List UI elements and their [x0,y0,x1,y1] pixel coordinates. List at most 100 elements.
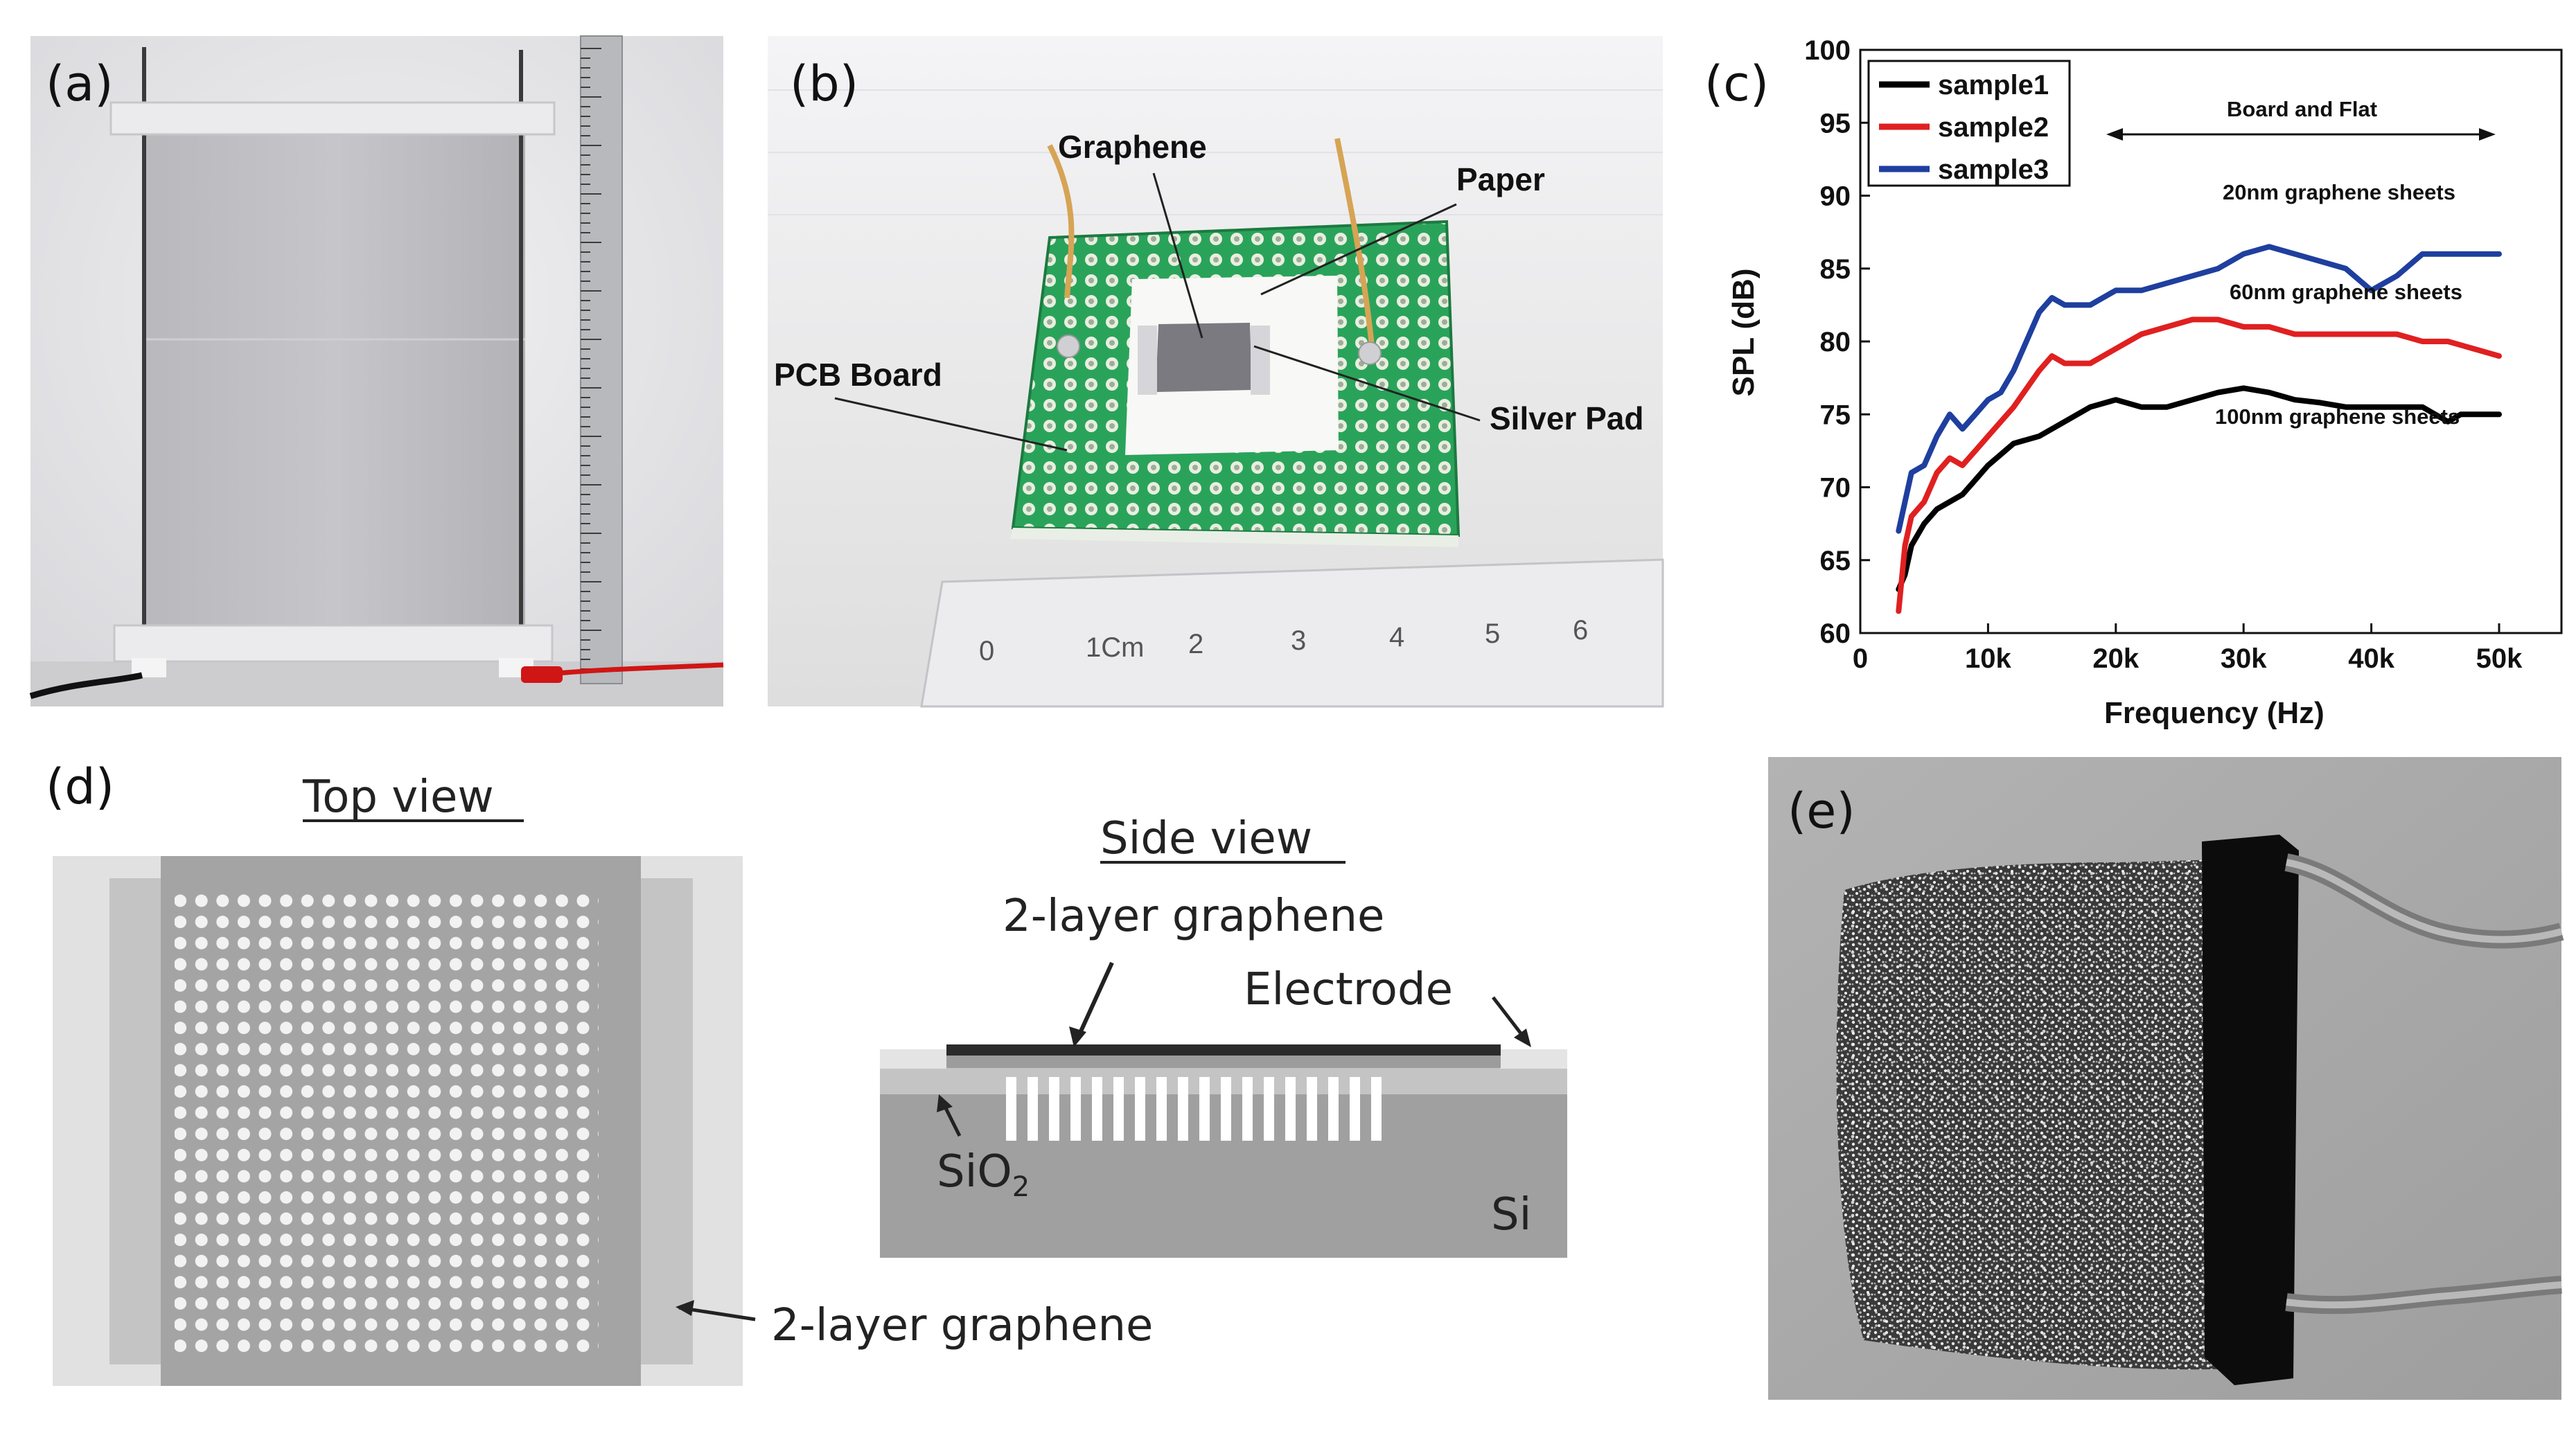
cavity-slit [1285,1077,1296,1141]
sio2-subscript: 2 [1012,1171,1030,1203]
label-silver-pad: Silver Pad [1490,400,1643,436]
panel-label-d: (d) [46,758,114,815]
y-tick-label: 65 [1820,546,1851,576]
cavity-slit [1307,1077,1317,1141]
y-tick-label: 60 [1820,618,1851,649]
panel-label-c: (c) [1704,55,1769,112]
side-graphene-label: 2-layer graphene [1003,891,1384,942]
cavity-slit [1199,1077,1210,1141]
y-tick-label: 85 [1820,254,1851,285]
svg-text:4: 4 [1389,622,1404,652]
svg-text:0: 0 [979,636,994,666]
legend: sample1 sample2 sample3 [1867,60,2071,187]
silver-pad-right [1251,326,1270,395]
band-label: Board and Flat [2227,97,2377,121]
y-tick-label: 70 [1820,473,1851,504]
cavity-slit [1371,1077,1382,1141]
y-tick-label: 75 [1820,400,1851,430]
panel-c: (c) 60 65 70 75 80 85 90 95 100 0 10k 20k 30k 40k 50k… [1704,35,2563,730]
label-pcb-board: PCB Board [774,357,942,393]
panel-label-a: (a) [46,55,114,112]
x-axis-ticks: 0 10k 20k 30k 40k 50k [1853,623,2523,674]
speaker-sheet [145,130,525,630]
panel-a: (a) [29,35,724,706]
cavity-slit [1092,1077,1102,1141]
svg-text:1Cm: 1Cm [1086,632,1144,663]
bottom-clamp [113,624,554,663]
svg-text:2: 2 [1188,629,1203,659]
cavity-slit [1070,1077,1081,1141]
black-lead [29,672,143,700]
cavity-slit [1156,1077,1167,1141]
cavity-slit [1027,1077,1038,1141]
series-line-sample1 [1896,385,2502,592]
side-view-title: Side view [1100,813,1312,864]
top-graphene-label: 2-layer graphene [771,1300,1153,1351]
cavity-slit [1328,1077,1339,1141]
annotation-20nm: 20nm graphene sheets [2223,180,2455,204]
cavity-slit [1135,1077,1145,1141]
ruler-labels: 0 1Cm 2 3 4 5 6 [979,615,1588,666]
steel-ruler [580,35,623,684]
cavity-slit [1264,1077,1274,1141]
left-lead-wire [1047,144,1075,299]
y-tick-label: 95 [1820,108,1851,139]
graphene-patch [1156,323,1252,392]
band-arrow [2106,128,2496,141]
side-graphene [946,1044,1501,1056]
series-line-sample3 [1896,244,2502,534]
panel-d: (d) Top view 2-layer graphene Side view … [46,758,1567,1386]
cavity-slit [1113,1077,1124,1141]
panel-label-e: (e) [1788,783,1855,839]
x-tick-label: 50k [2476,643,2523,674]
svg-text:6: 6 [1573,615,1588,646]
y-tick-label: 80 [1820,327,1851,357]
electrode-strip [2202,835,2299,1385]
legend-label-sample3: sample3 [1938,154,2049,185]
x-tick-label: 0 [1853,643,1868,674]
annotation-100nm: 100nm graphene sheets [2215,404,2460,429]
cavity-slit [1350,1077,1360,1141]
cavity-slit [1049,1077,1059,1141]
svg-text:5: 5 [1485,618,1500,649]
panel-e: (e) [1768,757,2564,1400]
cavity-slit [1006,1077,1016,1141]
legend-label-sample1: sample1 [1938,70,2049,100]
electrode-right [1500,1049,1567,1069]
cavity-slit [1178,1077,1188,1141]
cavity-slits [1006,1077,1382,1141]
right-lead-wire [1334,138,1375,347]
si-label: Si [1491,1189,1531,1240]
cavity-slit [1242,1077,1253,1141]
sio2-label: SiO2 [937,1146,1030,1203]
cavity-slit [1221,1077,1231,1141]
label-paper: Paper [1456,161,1545,197]
ruler-ticks [581,48,601,670]
electrode-pad-left [109,878,164,1364]
x-axis-label: Frequency (Hz) [2104,696,2324,730]
label-graphene: Graphene [1058,129,1207,165]
top-clamp [109,101,556,136]
x-tick-label: 10k [1965,643,2011,674]
y-tick-label: 90 [1820,181,1851,212]
x-tick-label: 40k [2348,643,2394,674]
annotation-60nm: 60nm graphene sheets [2230,280,2462,304]
panel-b: Graphene Paper PCB Board Silver Pad 0 1C… [768,36,1664,708]
y-tick-label: 100 [1804,35,1851,66]
transparent-ruler [920,558,1664,708]
x-tick-label: 30k [2221,643,2267,674]
electrode-pad-right [639,878,693,1364]
series-line-sample2 [1896,317,2502,614]
hole-array [175,892,599,1358]
y-axis-label: SPL (dB) [1727,269,1761,397]
panel-label-b: (b) [790,55,858,112]
electrode-left [880,1049,946,1069]
series-lines [1896,244,2502,614]
x-tick-label: 20k [2092,643,2139,674]
electrode-label: Electrode [1244,964,1453,1015]
legend-label-sample2: sample2 [1938,112,2049,143]
svg-text:3: 3 [1291,625,1306,656]
sio2-base: SiO [937,1146,1012,1198]
silver-pad-left [1138,326,1157,395]
